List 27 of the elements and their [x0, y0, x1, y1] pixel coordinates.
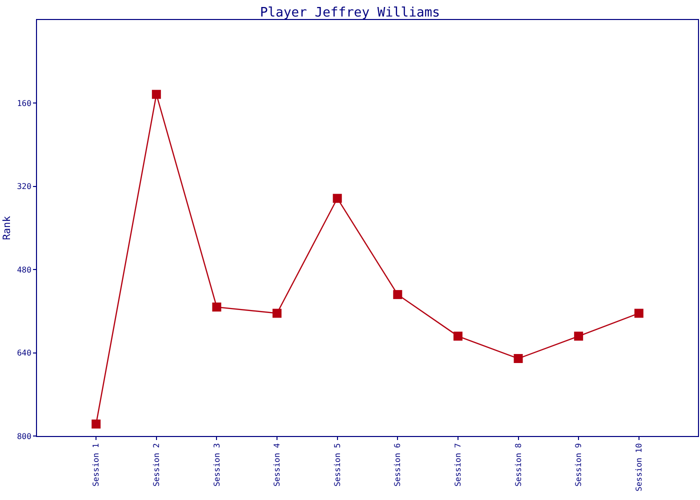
point — [514, 354, 523, 364]
point — [393, 290, 402, 300]
x-tick-label: Session 1 — [92, 443, 101, 487]
y-tick-label: 640 — [16, 348, 32, 358]
x-tick-label: Session 6 — [393, 443, 402, 487]
point — [92, 420, 101, 429]
x-tick-label: Session 2 — [152, 443, 162, 487]
point — [212, 302, 222, 312]
chart-title: Player Jeffrey Williams — [260, 6, 440, 21]
point — [332, 194, 342, 203]
x-tick-label: Session 3 — [212, 443, 222, 487]
y-tick-label: 480 — [16, 265, 32, 274]
point — [453, 332, 462, 341]
y-tick-label: 800 — [16, 432, 32, 441]
point — [574, 332, 584, 341]
x-tick-label: Session 9 — [574, 443, 584, 487]
y-tick-label: 320 — [16, 182, 32, 192]
x-tick-label: Session 7 — [454, 443, 463, 487]
x-tick-label: Session 5 — [332, 443, 342, 487]
point — [152, 90, 161, 99]
point — [272, 308, 282, 318]
y-axis-title: Rank — [2, 216, 13, 240]
x-tick-label: Session 10 — [634, 443, 644, 492]
y-tick-label: 160 — [16, 99, 32, 108]
x-tick-label: Session 4 — [272, 443, 282, 487]
x-tick-label: Session 8 — [514, 443, 523, 487]
point — [634, 308, 644, 318]
